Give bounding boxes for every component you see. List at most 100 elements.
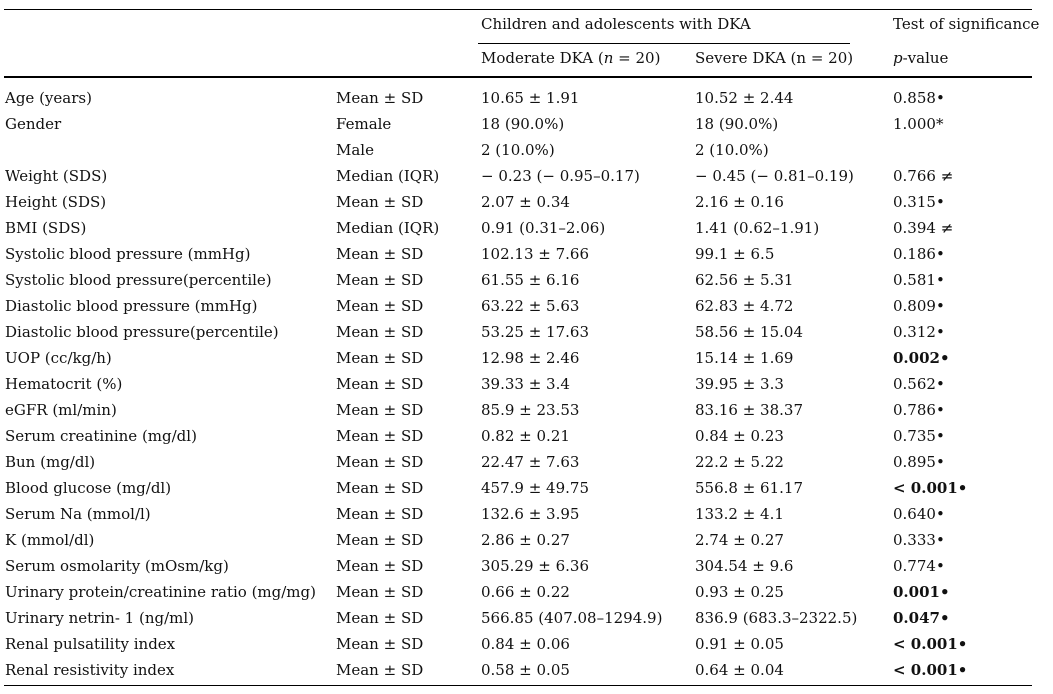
pvalue-cell: 0.315• bbox=[893, 193, 945, 211]
severe-dka-cell: 39.95 ± 3.3 bbox=[695, 375, 784, 393]
header-bottom-rule bbox=[4, 76, 1032, 78]
pvalue-header: p-value bbox=[893, 49, 948, 67]
statistic-cell: Mean ± SD bbox=[336, 297, 424, 315]
moderate-dka-cell: 0.91 (0.31–2.06) bbox=[481, 219, 606, 237]
pvalue-cell: 0.766 ≠ bbox=[893, 167, 954, 185]
variable-cell: Diastolic blood pressure (mmHg) bbox=[5, 297, 258, 315]
top-rule bbox=[4, 9, 1032, 10]
statistic-cell: Mean ± SD bbox=[336, 583, 424, 601]
pvalue-cell: 1.000* bbox=[893, 115, 944, 133]
variable-cell: Systolic blood pressure(percentile) bbox=[5, 271, 272, 289]
moderate-dka-cell: 61.55 ± 6.16 bbox=[481, 271, 580, 289]
statistic-cell: Mean ± SD bbox=[336, 323, 424, 341]
pvalue-cell: 0.895• bbox=[893, 453, 945, 471]
variable-cell: Urinary netrin- 1 (ng/ml) bbox=[5, 609, 195, 627]
moderate-dka-cell: 457.9 ± 49.75 bbox=[481, 479, 589, 497]
variable-cell: Gender bbox=[5, 115, 62, 133]
pvalue-p-symbol: p bbox=[893, 49, 903, 67]
bottom-rule bbox=[4, 685, 1032, 686]
variable-cell: Age (years) bbox=[5, 89, 92, 107]
severe-dka-cell: 556.8 ± 61.17 bbox=[695, 479, 803, 497]
severe-dka-cell: 83.16 ± 38.37 bbox=[695, 401, 803, 419]
pvalue-cell: 0.394 ≠ bbox=[893, 219, 954, 237]
significance-header: Test of significance bbox=[893, 15, 1040, 33]
moderate-dka-cell: 2 (10.0%) bbox=[481, 141, 555, 159]
statistic-cell: Mean ± SD bbox=[336, 453, 424, 471]
statistic-cell: Mean ± SD bbox=[336, 635, 424, 653]
pvalue-cell: 0.640• bbox=[893, 505, 945, 523]
statistic-cell: Mean ± SD bbox=[336, 531, 424, 549]
pvalue-cell: 0.858• bbox=[893, 89, 945, 107]
variable-cell: Blood glucose (mg/dl) bbox=[5, 479, 172, 497]
severe-dka-cell: 0.93 ± 0.25 bbox=[695, 583, 784, 601]
moderate-dka-cell: 0.82 ± 0.21 bbox=[481, 427, 570, 445]
variable-cell: Height (SDS) bbox=[5, 193, 107, 211]
severe-dka-cell: 836.9 (683.3–2322.5) bbox=[695, 609, 858, 627]
variable-cell: Systolic blood pressure (mmHg) bbox=[5, 245, 251, 263]
statistic-cell: Mean ± SD bbox=[336, 271, 424, 289]
statistic-cell: Mean ± SD bbox=[336, 609, 424, 627]
statistic-cell: Mean ± SD bbox=[336, 557, 424, 575]
severe-dka-cell: 133.2 ± 4.1 bbox=[695, 505, 784, 523]
severe-dka-cell: 10.52 ± 2.44 bbox=[695, 89, 794, 107]
moderate-dka-cell: 132.6 ± 3.95 bbox=[481, 505, 580, 523]
moderate-dka-cell: 305.29 ± 6.36 bbox=[481, 557, 589, 575]
statistic-cell: Mean ± SD bbox=[336, 89, 424, 107]
moderate-dka-cell: 18 (90.0%) bbox=[481, 115, 565, 133]
severe-dka-cell: 18 (90.0%) bbox=[695, 115, 779, 133]
pvalue-cell: 0.774• bbox=[893, 557, 945, 575]
variable-cell: Diastolic blood pressure(percentile) bbox=[5, 323, 279, 341]
severe-dka-cell: 1.41 (0.62–1.91) bbox=[695, 219, 820, 237]
moderate-dka-cell: 39.33 ± 3.4 bbox=[481, 375, 570, 393]
statistic-cell: Mean ± SD bbox=[336, 401, 424, 419]
severe-dka-cell: 62.83 ± 4.72 bbox=[695, 297, 794, 315]
moderate-dka-cell: 566.85 (407.08–1294.9) bbox=[481, 609, 663, 627]
statistic-cell: Mean ± SD bbox=[336, 193, 424, 211]
group-underline-rule bbox=[478, 43, 850, 44]
pvalue-cell: < 0.001• bbox=[893, 479, 968, 497]
pvalue-cell: 0.562• bbox=[893, 375, 945, 393]
pvalue-cell: 0.047• bbox=[893, 609, 950, 627]
statistic-cell: Mean ± SD bbox=[336, 479, 424, 497]
pvalue-cell: 0.333• bbox=[893, 531, 945, 549]
statistic-cell: Median (IQR) bbox=[336, 219, 440, 237]
moderate-dka-cell: 22.47 ± 7.63 bbox=[481, 453, 580, 471]
pvalue-cell: < 0.001• bbox=[893, 661, 968, 679]
moderate-label-prefix: Moderate DKA ( bbox=[481, 49, 604, 67]
moderate-dka-cell: 0.66 ± 0.22 bbox=[481, 583, 570, 601]
variable-cell: Bun (mg/dl) bbox=[5, 453, 96, 471]
variable-cell: Renal pulsatility index bbox=[5, 635, 176, 653]
statistic-cell: Mean ± SD bbox=[336, 349, 424, 367]
statistic-cell: Mean ± SD bbox=[336, 427, 424, 445]
moderate-dka-cell: 0.84 ± 0.06 bbox=[481, 635, 570, 653]
variable-cell: eGFR (ml/min) bbox=[5, 401, 117, 419]
variable-cell: Serum osmolarity (mOsm/kg) bbox=[5, 557, 229, 575]
severe-dka-cell: 62.56 ± 5.31 bbox=[695, 271, 794, 289]
moderate-dka-cell: 2.07 ± 0.34 bbox=[481, 193, 570, 211]
severe-dka-cell: 2 (10.0%) bbox=[695, 141, 769, 159]
severe-dka-header: Severe DKA (n = 20) bbox=[695, 49, 854, 67]
pvalue-suffix: -value bbox=[902, 49, 949, 67]
variable-cell: Weight (SDS) bbox=[5, 167, 108, 185]
severe-dka-cell: 22.2 ± 5.22 bbox=[695, 453, 784, 471]
moderate-dka-cell: 53.25 ± 17.63 bbox=[481, 323, 589, 341]
severe-dka-cell: 304.54 ± 9.6 bbox=[695, 557, 794, 575]
statistic-cell: Male bbox=[336, 141, 374, 159]
severe-dka-cell: 0.64 ± 0.04 bbox=[695, 661, 784, 679]
variable-cell: Urinary protein/creatinine ratio (mg/mg) bbox=[5, 583, 316, 601]
moderate-dka-cell: 2.86 ± 0.27 bbox=[481, 531, 570, 549]
severe-dka-cell: − 0.45 (− 0.81–0.19) bbox=[695, 167, 854, 185]
pvalue-cell: 0.786• bbox=[893, 401, 945, 419]
moderate-dka-header: Moderate DKA (n = 20) bbox=[481, 49, 660, 67]
group-header: Children and adolescents with DKA bbox=[481, 15, 751, 33]
severe-dka-cell: 15.14 ± 1.69 bbox=[695, 349, 794, 367]
severe-dka-cell: 58.56 ± 15.04 bbox=[695, 323, 803, 341]
severe-dka-cell: 2.16 ± 0.16 bbox=[695, 193, 784, 211]
statistic-cell: Mean ± SD bbox=[336, 661, 424, 679]
severe-dka-cell: 0.84 ± 0.23 bbox=[695, 427, 784, 445]
variable-cell: Serum Na (mmol/l) bbox=[5, 505, 151, 523]
variable-cell: K (mmol/dl) bbox=[5, 531, 95, 549]
statistic-cell: Mean ± SD bbox=[336, 245, 424, 263]
pvalue-cell: 0.312• bbox=[893, 323, 945, 341]
pvalue-cell: 0.581• bbox=[893, 271, 945, 289]
